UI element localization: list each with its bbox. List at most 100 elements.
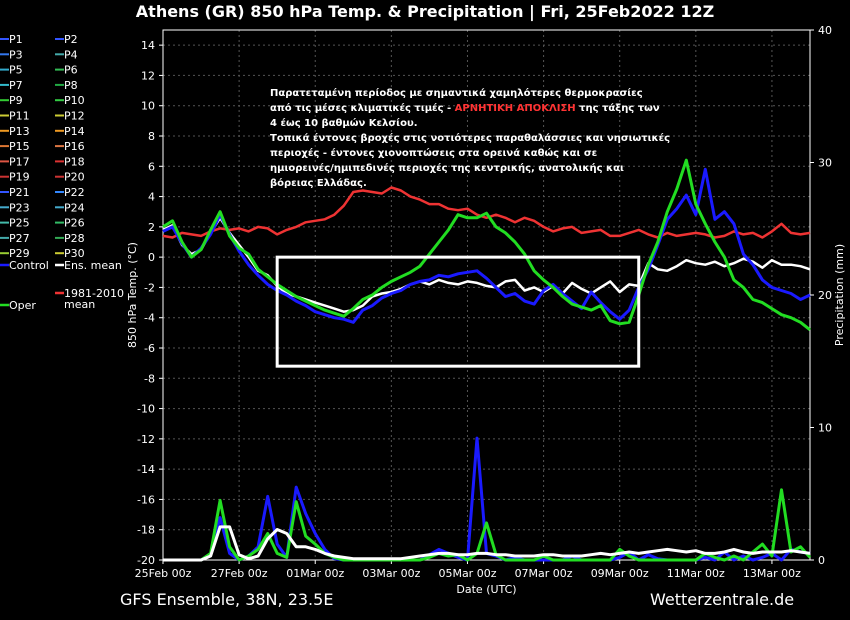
legend-label: P4 (64, 48, 78, 61)
series-line-oper (162, 158, 811, 331)
y-tick-label: 2 (148, 221, 155, 234)
y-right-tick-label: 20 (818, 289, 832, 302)
annotation-line: 4 έως 10 βαθμών Κελσίου. (270, 117, 418, 129)
legend-label-cont: mean (64, 298, 95, 311)
legend-label: P10 (64, 94, 85, 107)
y-right-axis-label: Precipitation (mm) (833, 244, 846, 346)
legend-label: P22 (64, 186, 85, 199)
annotation-span: 4 έως 10 βαθμών Κελσίου. (270, 117, 418, 129)
annotation-span: Παρατεταμένη περίοδος με σημαντικά χαμηλ… (270, 87, 643, 99)
legend-label: P29 (9, 247, 30, 260)
y-axis-label: 850 hPa Temp. (°C) (126, 242, 139, 348)
x-tick-label: 01Mar 00z (286, 567, 344, 580)
chart-title: Athens (GR) 850 hPa Temp. & Precipitatio… (136, 2, 714, 22)
y-right-tick-label: 40 (818, 24, 832, 37)
y-tick-label: 8 (148, 130, 155, 143)
legend-label: P30 (64, 247, 85, 260)
legend-label: P14 (64, 125, 85, 138)
legend-label: Oper (9, 299, 36, 312)
legend-label: P13 (9, 125, 30, 138)
annotation-line: από τις μέσες κλιματικές τιμές - ΑΡΝΗΤΙΚ… (270, 102, 660, 114)
legend-label: 1981-2010 (64, 287, 124, 300)
x-tick-label: 11Mar 00z (667, 567, 725, 580)
legend-label: P5 (9, 64, 23, 77)
y-tick-label: -8 (144, 372, 155, 385)
y-tick-label: -10 (137, 403, 155, 416)
y-tick-label: 4 (148, 191, 155, 204)
y-tick-label: -2 (144, 281, 155, 294)
legend-label: P9 (9, 94, 23, 107)
annotation-span: Τοπικά έντονες βροχές στις νοτιότερες πα… (270, 132, 670, 144)
x-tick-label: 27Feb 00z (211, 567, 268, 580)
legend-label: P21 (9, 186, 30, 199)
x-axis-label: Date (UTC) (456, 583, 516, 596)
y-tick-label: 6 (148, 160, 155, 173)
annotation-span: από τις μέσες κλιματικές τιμές - (270, 102, 455, 114)
annotation-line: ημιορεινές/ημιπεδινές περιοχές της κεντρ… (270, 162, 624, 174)
x-tick-label: 05Mar 00z (438, 567, 496, 580)
annotation-span: βόρειας Ελλάδας. (270, 177, 367, 189)
annotation-span: ημιορεινές/ημιπεδινές περιοχές της κεντρ… (270, 162, 624, 174)
y-right-tick-label: 10 (818, 422, 832, 435)
legend-label: P8 (64, 79, 78, 92)
x-tick-label: 13Mar 00z (743, 567, 801, 580)
legend-label: P15 (9, 140, 30, 153)
y-tick-label: -20 (137, 554, 155, 567)
footer-model-info: GFS Ensemble, 38N, 23.5E (120, 590, 333, 609)
legend-label: P2 (64, 33, 78, 46)
legend-label: P3 (9, 48, 23, 61)
legend-label: P25 (9, 217, 30, 230)
y-right-tick-label: 0 (818, 554, 825, 567)
series-line-1981-2010-mean (162, 186, 811, 239)
legend-label: P20 (64, 171, 85, 184)
x-tick-label: 03Mar 00z (362, 567, 420, 580)
y-tick-label: -18 (137, 524, 155, 537)
y-tick-label: 0 (148, 251, 155, 264)
legend-label: P18 (64, 155, 85, 168)
y-tick-label: -12 (137, 433, 155, 446)
legend-label: P24 (64, 201, 85, 214)
legend-label: P27 (9, 232, 30, 245)
legend-label: P12 (64, 110, 85, 123)
series-line-control-precip (163, 436, 811, 562)
y-tick-label: -14 (137, 463, 155, 476)
annotation-line: περιοχές - έντονες χιονοπτώσεις στα ορει… (270, 147, 597, 159)
plot-area: 14121086420-2-4-6-8-10-12-14-16-18-20403… (126, 24, 846, 596)
series-line-ens-mean-precip (163, 525, 811, 562)
legend-label: P7 (9, 79, 23, 92)
x-tick-label: 25Feb 00z (135, 567, 192, 580)
highlight-box (275, 255, 641, 368)
annotation-span: ΑΡΝΗΤΙΚΗ ΑΠΟΚΛΙΣΗ (455, 103, 576, 114)
legend-label: P1 (9, 33, 23, 46)
annotation-line: βόρειας Ελλάδας. (270, 177, 367, 189)
legend-label: P26 (64, 217, 85, 230)
legend-label: Control (9, 259, 49, 272)
series-line-ens-mean (162, 216, 811, 313)
footer-source: Wetterzentrale.de (650, 590, 794, 609)
legend-label: P16 (64, 140, 85, 153)
annotation-text: Παρατεταμένη περίοδος με σημαντικά χαμηλ… (270, 87, 670, 189)
y-tick-label: 12 (141, 69, 155, 82)
legend-label: P6 (64, 64, 78, 77)
annotation-line: Παρατεταμένη περίοδος με σημαντικά χαμηλ… (270, 87, 643, 99)
legend: P1 P2 P3 P4 P5 P6 P7 P8 P9 P10 P11 P12 P13 P14 P15 P16 P… (0, 33, 124, 312)
y-tick-label: 10 (141, 100, 155, 113)
y-tick-label: -16 (137, 493, 155, 506)
legend-label: P23 (9, 201, 30, 214)
annotation-span: περιοχές - έντονες χιονοπτώσεις στα ορει… (270, 147, 597, 159)
legend-label: P19 (9, 171, 30, 184)
legend-label: P11 (9, 110, 30, 123)
legend-label: Ens. mean (64, 259, 122, 272)
y-tick-label: 14 (141, 39, 155, 52)
legend-label: P17 (9, 155, 30, 168)
legend-label: P28 (64, 232, 85, 245)
annotation-span: της τάξης των (576, 102, 660, 114)
annotation-line: Τοπικά έντονες βροχές στις νοτιότερες πα… (270, 132, 670, 144)
y-right-tick-label: 30 (818, 157, 832, 170)
y-tick-label: -6 (144, 342, 155, 355)
series-line-control (162, 167, 811, 324)
y-tick-label: -4 (144, 312, 155, 325)
x-tick-label: 07Mar 00z (515, 567, 573, 580)
x-tick-label: 09Mar 00z (591, 567, 649, 580)
